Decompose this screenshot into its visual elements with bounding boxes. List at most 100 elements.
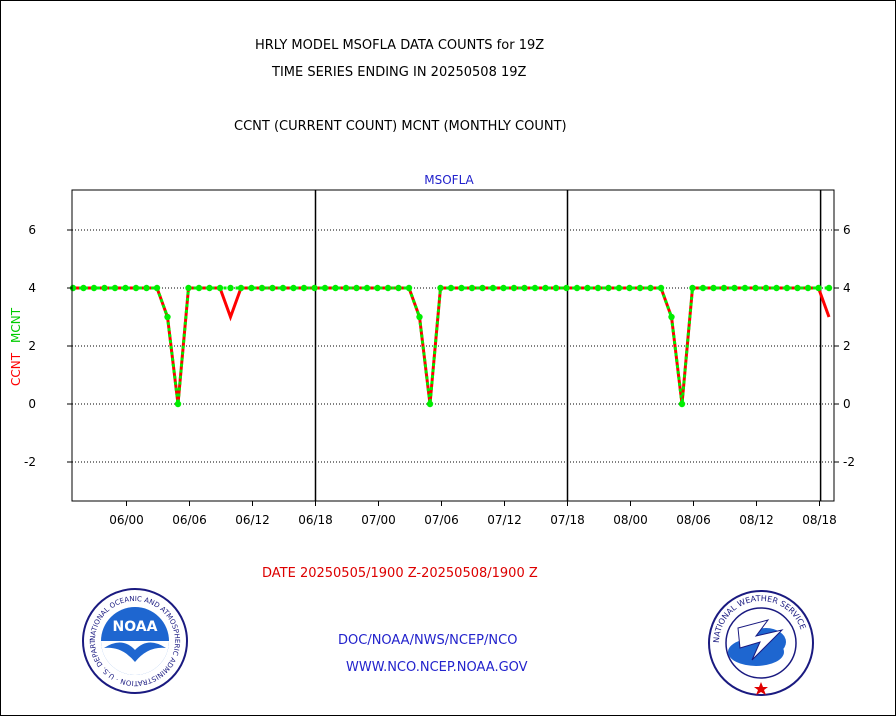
mcnt-data-point: [489, 284, 497, 292]
mcnt-data-point: [668, 313, 675, 321]
mcnt-data-point: [657, 284, 665, 292]
mcnt-data-point: [605, 284, 612, 292]
mcnt-data-point: [300, 284, 308, 292]
mcnt-data-point: [101, 284, 108, 292]
date-range-label: DATE 20250505/1900 Z-20250508/1900 Z: [262, 566, 538, 581]
mcnt-data-point: [741, 284, 749, 292]
y-tick-label-left: 0: [28, 397, 36, 411]
y-axis-label-ccnt: CCNT: [9, 352, 23, 386]
mcnt-data-point: [521, 284, 528, 292]
mcnt-data-point: [69, 284, 77, 292]
mcnt-data-point: [237, 284, 245, 292]
mcnt-data-point: [395, 284, 402, 292]
mcnt-data-point: [122, 284, 129, 292]
mcnt-data-point: [626, 284, 633, 292]
y-tick-label-right: -2: [843, 455, 855, 469]
mcnt-data-point: [258, 284, 266, 292]
org-path-label: DOC/NOAA/NWS/NCEP/NCO: [338, 633, 518, 648]
y-tick-label-left: 4: [28, 281, 36, 295]
mcnt-data-point: [164, 313, 171, 321]
mcnt-data-point: [342, 284, 350, 292]
mcnt-data-point: [374, 284, 381, 292]
mcnt-data-point: [594, 284, 602, 292]
mcnt-data-point: [479, 284, 486, 292]
mcnt-data-point: [794, 284, 801, 292]
y-tick-label-right: 0: [843, 397, 851, 411]
website-link[interactable]: WWW.NCO.NCEP.NOAA.GOV: [346, 660, 528, 675]
noaa-logo-text: NOAA: [113, 619, 158, 635]
mcnt-data-point: [384, 284, 392, 292]
y-tick-label-left: 2: [28, 339, 36, 353]
plot-title: MSOFLA: [424, 173, 474, 187]
x-tick-label: 06/12: [235, 513, 270, 527]
x-tick-label: 07/00: [361, 513, 396, 527]
y-tick-label-right: 6: [843, 223, 851, 237]
mcnt-data-point: [773, 284, 780, 292]
mcnt-data-point: [510, 284, 518, 292]
mcnt-data-point: [542, 284, 549, 292]
mcnt-data-point: [752, 284, 759, 292]
mcnt-data-point: [458, 284, 465, 292]
mcnt-data-point: [111, 284, 119, 292]
y-tick-label-right: 2: [843, 339, 851, 353]
chart-subtitle: CCNT (CURRENT COUNT) MCNT (MONTHLY COUNT…: [234, 119, 567, 134]
y-tick-label-left: -2: [24, 455, 36, 469]
x-tick-label: 07/12: [487, 513, 522, 527]
mcnt-data-point: [321, 284, 329, 292]
mcnt-data-point: [143, 284, 150, 292]
mcnt-data-point: [699, 284, 707, 292]
mcnt-data-point: [573, 284, 581, 292]
nws-logo: NATIONAL WEATHER SERVICE: [708, 590, 814, 696]
mcnt-data-point: [216, 284, 224, 292]
mcnt-data-point: [468, 284, 476, 292]
mcnt-data-point: [174, 400, 182, 408]
mcnt-data-point: [825, 284, 833, 292]
mcnt-data-point: [269, 284, 276, 292]
mcnt-data-point: [290, 284, 297, 292]
y-tick-label-right: 4: [843, 281, 851, 295]
mcnt-data-point: [132, 284, 140, 292]
mcnt-data-point: [279, 284, 287, 292]
mcnt-data-point: [804, 284, 812, 292]
mcnt-data-point: [584, 284, 591, 292]
x-tick-label: 08/00: [613, 513, 648, 527]
plot-area-border: [71, 189, 835, 502]
mcnt-data-point: [153, 284, 161, 292]
x-tick-label: 06/00: [109, 513, 144, 527]
mcnt-data-point: [353, 284, 360, 292]
mcnt-data-point: [437, 284, 444, 292]
mcnt-data-point: [552, 284, 560, 292]
mcnt-data-point: [636, 284, 644, 292]
mcnt-data-point: [531, 284, 539, 292]
chart-title-line1: HRLY MODEL MSOFLA DATA COUNTS for 19Z: [255, 38, 545, 53]
x-tick-label: 07/18: [550, 513, 585, 527]
mcnt-data-point: [332, 284, 339, 292]
x-tick-label: 08/12: [739, 513, 774, 527]
mcnt-data-point: [248, 284, 255, 292]
mcnt-data-point: [783, 284, 791, 292]
mcnt-data-point: [447, 284, 455, 292]
x-tick-label: 07/06: [424, 513, 459, 527]
mcnt-data-point: [689, 284, 696, 292]
mcnt-data-point: [731, 284, 738, 292]
mcnt-data-point: [416, 313, 423, 321]
y-axis-label-mcnt: MCNT: [9, 307, 23, 343]
mcnt-data-point: [500, 284, 507, 292]
mcnt-data-point: [678, 400, 686, 408]
mcnt-data-point: [311, 284, 318, 292]
mcnt-data-point: [710, 284, 717, 292]
y-tick-label-left: 6: [28, 223, 36, 237]
x-tick-label: 06/18: [298, 513, 333, 527]
x-tick-label: 06/06: [172, 513, 207, 527]
mcnt-data-point: [405, 284, 413, 292]
mcnt-data-point: [90, 284, 98, 292]
mcnt-data-point: [227, 284, 234, 292]
mcnt-data-point: [762, 284, 770, 292]
chart-title-line2: TIME SERIES ENDING IN 20250508 19Z: [272, 65, 527, 80]
x-tick-label: 08/18: [802, 513, 837, 527]
mcnt-data-point: [720, 284, 728, 292]
mcnt-data-point: [195, 284, 203, 292]
noaa-logo: NOAA NATIONAL OCEANIC AND ATMOSPHERIC AD…: [82, 588, 188, 694]
mcnt-data-point: [426, 400, 434, 408]
